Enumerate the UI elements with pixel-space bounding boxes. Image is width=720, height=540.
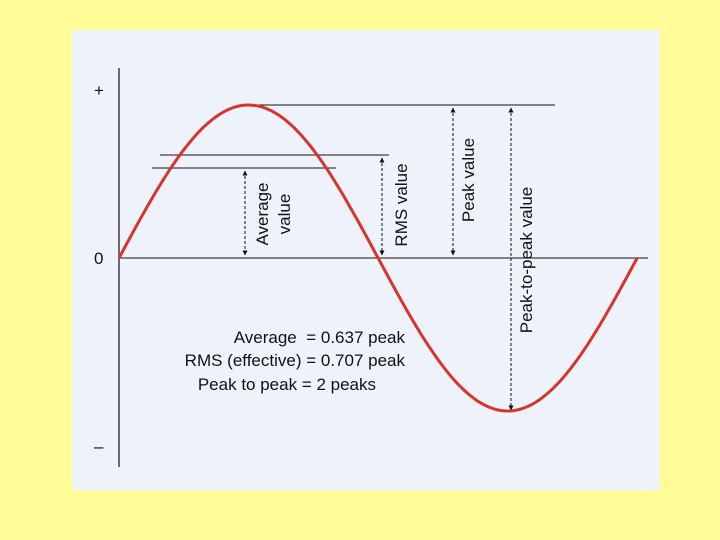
sine-wave-diagram: + 0 – Average value RMS value Peak value…	[94, 68, 648, 467]
formula-average: Average = 0.637 peak	[234, 328, 406, 347]
average-label-line1: Average	[253, 182, 272, 245]
formula-rms: RMS (effective) = 0.707 peak	[185, 351, 406, 370]
axis-zero-label: 0	[94, 249, 103, 268]
rms-label: RMS value	[392, 163, 411, 246]
peak-label: Peak value	[459, 138, 478, 222]
average-label-line2: value	[275, 194, 294, 235]
axis-minus-label: –	[94, 437, 104, 456]
axis-plus-label: +	[94, 81, 104, 100]
peak-to-peak-label: Peak-to-peak value	[517, 187, 536, 333]
formula-peak-to-peak: Peak to peak = 2 peaks	[198, 375, 376, 394]
diagram-panel: + 0 – Average value RMS value Peak value…	[72, 30, 660, 490]
sine-wave-curve	[117, 103, 639, 413]
